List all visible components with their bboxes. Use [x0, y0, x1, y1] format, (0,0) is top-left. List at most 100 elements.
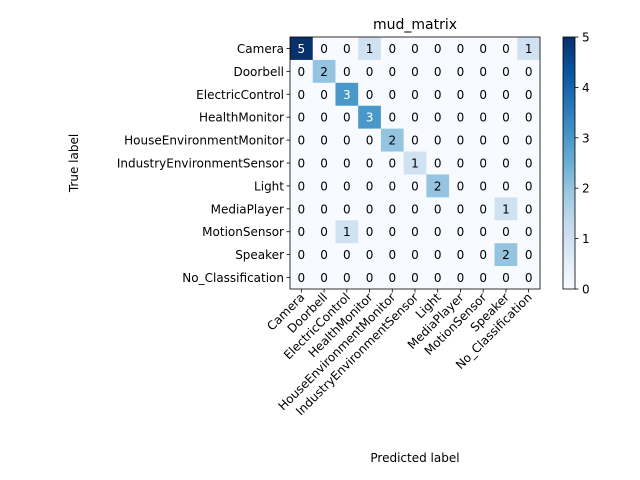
colorbar-tick-label: 3 — [582, 131, 590, 145]
cell-value-label: 0 — [434, 42, 442, 56]
heatmap-cell — [358, 197, 382, 221]
cell-value-label: 0 — [502, 271, 510, 285]
heatmap-cell — [358, 37, 382, 61]
heatmap-cell — [358, 220, 382, 244]
cell-value-label: 0 — [411, 88, 419, 102]
colorbar-tick-label: 2 — [582, 182, 590, 196]
cell-value-label: 0 — [434, 65, 442, 79]
heatmap-cell — [290, 128, 314, 152]
cell-value-label: 0 — [479, 271, 487, 285]
heatmap-cell — [517, 105, 541, 129]
x-axis-ticks: CameraDoorbellElectricControlHealthMonit… — [264, 289, 535, 418]
cell-value-label: 0 — [479, 248, 487, 262]
cell-value-label: 0 — [298, 157, 306, 171]
y-tick-label: Camera — [237, 42, 284, 56]
heatmap-cell — [403, 243, 427, 267]
cell-value-label: 0 — [502, 111, 510, 125]
cell-value-label: 0 — [457, 42, 465, 56]
cell-value-label: 0 — [320, 88, 328, 102]
cell-value-label: 0 — [434, 157, 442, 171]
heatmap-cell — [335, 59, 359, 84]
cell-value-label: 0 — [434, 111, 442, 125]
cell-value-label: 0 — [479, 42, 487, 56]
heatmap-cell — [312, 105, 336, 129]
cell-value-label: 0 — [479, 111, 487, 125]
heatmap-cell — [471, 197, 495, 221]
heatmap-cell — [380, 151, 404, 175]
heatmap-cell — [494, 220, 518, 244]
cell-value-label: 0 — [525, 271, 533, 285]
y-tick-label: No_Classification — [182, 271, 284, 285]
heatmap-cell — [290, 174, 314, 198]
cell-value-label: 0 — [457, 157, 465, 171]
heatmap-cell — [335, 197, 359, 221]
heatmap-cell — [358, 82, 382, 107]
heatmap-cell — [517, 197, 541, 221]
cell-value-label: 0 — [434, 248, 442, 262]
chart-title: mud_matrix — [373, 17, 457, 33]
heatmap-cell — [494, 59, 518, 84]
cell-value-label: 0 — [343, 271, 351, 285]
cell-value-label: 2 — [388, 134, 396, 148]
heatmap-cell — [380, 243, 404, 267]
heatmap-cell — [403, 59, 427, 84]
heatmap-cell — [358, 128, 382, 152]
cell-value-label: 0 — [298, 202, 306, 216]
heatmap-cells — [290, 37, 541, 290]
heatmap-cell — [426, 82, 450, 107]
heatmap-cell — [358, 266, 382, 290]
cell-value-label: 0 — [320, 271, 328, 285]
cell-value-label: 0 — [298, 225, 306, 239]
colorbar-tick-label: 4 — [582, 81, 590, 95]
heatmap-cell — [494, 151, 518, 175]
heatmap-cell — [426, 197, 450, 221]
cell-value-label: 0 — [479, 202, 487, 216]
cell-value-label: 0 — [479, 88, 487, 102]
heatmap-cell — [312, 37, 336, 61]
heatmap-cell — [449, 105, 473, 129]
heatmap-cell — [380, 82, 404, 107]
cell-value-label: 0 — [388, 271, 396, 285]
heatmap-cell — [403, 266, 427, 290]
cell-value-label: 0 — [411, 225, 419, 239]
heatmap-cell — [494, 174, 518, 198]
y-tick-label: HouseEnvironmentMonitor — [124, 134, 284, 148]
cell-value-label: 0 — [525, 225, 533, 239]
cell-value-label: 0 — [525, 88, 533, 102]
heatmap-cell — [403, 105, 427, 129]
heatmap-cell — [290, 197, 314, 221]
cell-value-label: 0 — [320, 157, 328, 171]
cell-value-label: 0 — [411, 65, 419, 79]
cell-value-label: 0 — [366, 225, 374, 239]
heatmap-cell — [335, 266, 359, 290]
cell-value-label: 0 — [502, 179, 510, 193]
cell-value-label: 0 — [479, 134, 487, 148]
cell-value-label: 0 — [457, 271, 465, 285]
heatmap-cell — [358, 174, 382, 198]
heatmap-cell — [312, 151, 336, 175]
y-tick-label: ElectricControl — [196, 88, 284, 102]
heatmap-cell — [494, 37, 518, 61]
cell-value-label: 0 — [411, 42, 419, 56]
heatmap-cell — [358, 59, 382, 84]
heatmap-cell — [312, 174, 336, 198]
cell-value-label: 0 — [502, 157, 510, 171]
heatmap-cell — [380, 37, 404, 61]
heatmap-cell — [449, 37, 473, 61]
colorbar-tick-label: 0 — [582, 283, 590, 297]
heatmap-cell — [290, 82, 314, 107]
cell-value-label: 0 — [457, 111, 465, 125]
heatmap-cell — [471, 37, 495, 61]
cell-value-label: 0 — [525, 157, 533, 171]
cell-value-label: 0 — [388, 42, 396, 56]
cell-value-label: 0 — [320, 111, 328, 125]
cell-value-label: 0 — [457, 134, 465, 148]
cell-value-label: 0 — [525, 202, 533, 216]
heatmap-cell — [290, 37, 314, 61]
cell-value-label: 0 — [434, 134, 442, 148]
cell-value-label: 0 — [457, 248, 465, 262]
y-tick-label: MediaPlayer — [211, 202, 284, 216]
heatmap-cell — [290, 220, 314, 244]
heatmap-cell — [403, 37, 427, 61]
cell-value-label: 0 — [411, 248, 419, 262]
